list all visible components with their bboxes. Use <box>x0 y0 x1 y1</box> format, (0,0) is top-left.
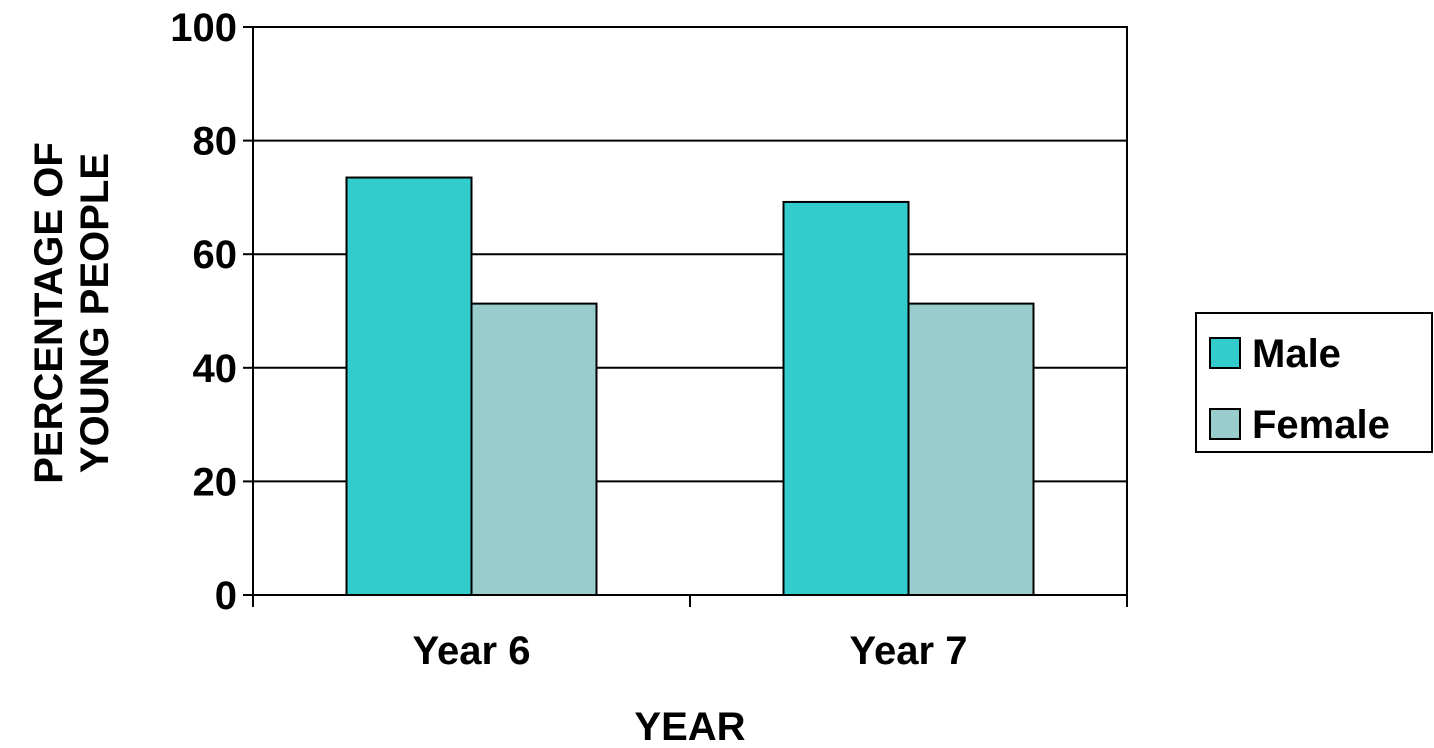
x-axis-title: YEAR <box>634 705 745 748</box>
x-tick-labels: Year 6 Year 7 <box>413 629 968 673</box>
bars <box>345 176 1035 597</box>
axes <box>243 26 1128 607</box>
bar-female-year-6 <box>470 302 598 596</box>
y-tick-label: 100 <box>170 6 237 50</box>
x-tick-label: Year 7 <box>850 629 968 673</box>
bar-male-year-7 <box>782 200 910 596</box>
bar-male-year-6 <box>345 176 473 597</box>
y-axis-title-line-2: YOUNG PEOPLE <box>73 153 117 473</box>
legend-label-female: Female <box>1252 403 1390 447</box>
y-tick-label: 80 <box>193 120 238 164</box>
legend-label-male: Male <box>1252 332 1341 376</box>
y-tick-label: 40 <box>193 347 238 391</box>
y-tick-label: 0 <box>215 574 237 618</box>
y-tick-labels: 0 20 40 60 80 100 <box>170 6 237 618</box>
bar-female-year-7 <box>907 302 1035 596</box>
legend: Male Female <box>1195 312 1433 453</box>
x-tick-label: Year 6 <box>413 629 531 673</box>
y-axis-title: PERCENTAGE OF YOUNG PEOPLE <box>27 142 117 484</box>
y-axis-title-line-1: PERCENTAGE OF <box>27 142 71 484</box>
y-tick-label: 60 <box>193 233 238 277</box>
legend-swatch-female <box>1209 408 1241 440</box>
y-tick-label: 20 <box>193 460 238 504</box>
legend-swatch-male <box>1209 337 1241 369</box>
